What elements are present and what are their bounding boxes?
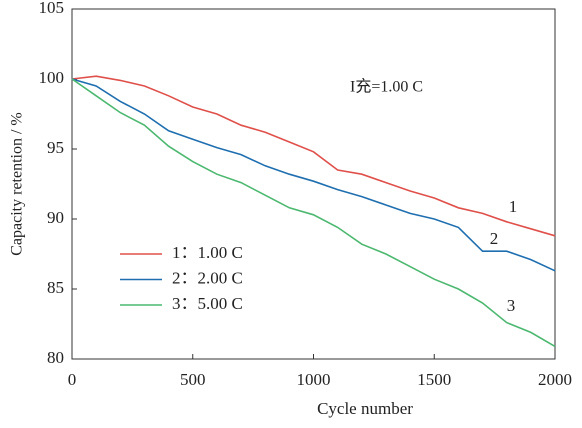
series-line [71, 78, 556, 348]
y-tick-label: 95 [47, 138, 64, 157]
annotation: I充=1.00 C [350, 78, 423, 96]
curve-label: 1 [509, 197, 518, 216]
series-line [71, 75, 556, 237]
x-tick-label: 0 [68, 370, 77, 389]
legend-label: 2：2.00 C [172, 268, 243, 287]
y-axis-label: Capacity retention / % [9, 112, 26, 256]
x-tick-label: 1000 [297, 370, 331, 389]
x-tick-label: 500 [180, 370, 206, 389]
curve-label: 2 [490, 229, 499, 248]
curve-label: 3 [507, 296, 516, 315]
y-tick-label: 105 [39, 0, 65, 17]
y-tick-label: 100 [39, 68, 65, 87]
x-axis-label: Cycle number [317, 399, 413, 418]
x-tick-label: 2000 [538, 370, 572, 389]
x-tick-label: 1500 [417, 370, 451, 389]
series-line [71, 78, 556, 272]
y-tick-label: 80 [47, 348, 64, 367]
legend-label: 1：1.00 C [172, 243, 243, 262]
y-tick-label: 90 [47, 208, 64, 227]
legend-label: 3：5.00 C [172, 294, 243, 313]
plot-frame [71, 8, 556, 360]
y-tick-label: 85 [47, 278, 64, 297]
